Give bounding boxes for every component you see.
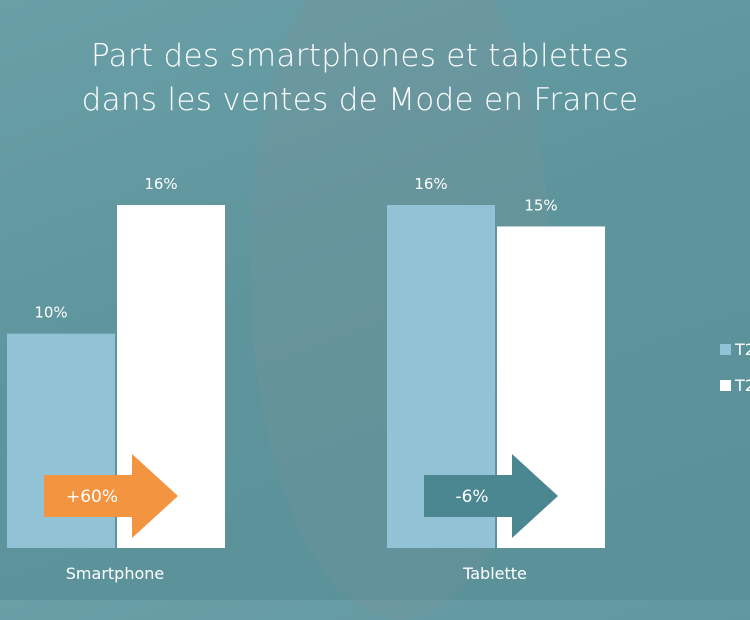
chart-title: Part des smartphones et tablettes dans l…	[0, 34, 720, 122]
title-line-1: Part des smartphones et tablettes	[90, 38, 630, 74]
data-label: 16%	[144, 175, 177, 193]
title-line-2: dans les ventes de Mode en France	[81, 82, 639, 118]
bar-chart: 10% 16% +60% Smartphone 16% 15% -6% Tablette	[7, 175, 558, 583]
legend-label: T2	[735, 376, 750, 395]
legend-swatch	[720, 380, 731, 391]
category-label: Smartphone	[66, 564, 164, 583]
legend-label: T2	[735, 340, 750, 359]
legend-swatch	[720, 344, 731, 355]
arrow-icon	[44, 454, 178, 538]
legend-item-2: T2	[720, 376, 750, 395]
data-label: 16%	[414, 175, 447, 193]
arrow-icon	[424, 454, 558, 538]
data-label: 10%	[34, 304, 67, 322]
change-annotation: -6%	[455, 487, 488, 507]
change-annotation: +60%	[66, 487, 118, 507]
data-label: 15%	[524, 196, 557, 214]
legend-item-1: T2	[720, 340, 750, 359]
category-label: Tablette	[462, 564, 527, 583]
